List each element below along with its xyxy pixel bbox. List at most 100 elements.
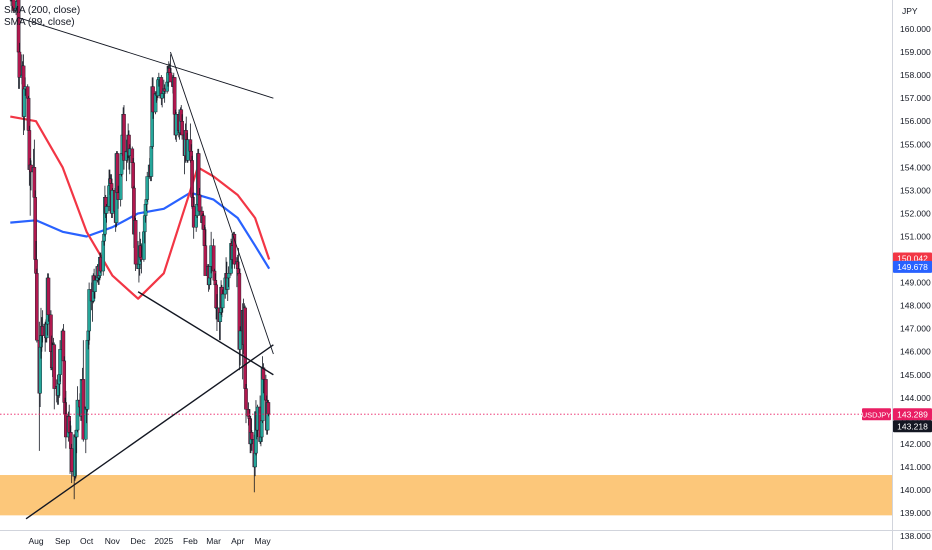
y-tick-label: 154.000 [900, 162, 931, 172]
candle [122, 105, 126, 170]
y-tick-label: 151.000 [900, 231, 931, 241]
candle-body [93, 280, 97, 292]
x-tick-label: Sep [55, 536, 70, 546]
candle-body [172, 77, 177, 115]
candle [10, 0, 12, 6]
candle-body [180, 120, 184, 136]
candle-body [133, 220, 138, 265]
candle-body [243, 307, 247, 389]
candle [52, 342, 57, 410]
moving-averages-layer [10, 115, 271, 300]
candle-body [220, 293, 225, 309]
candle [35, 268, 39, 343]
sma89-line [10, 115, 271, 300]
trendline-upper-channel [17, 17, 274, 99]
y-tick-label: 157.000 [900, 93, 931, 103]
time-axis[interactable]: Aug Sep Oct Nov Dec 2025 Feb Mar Apr May [0, 530, 932, 547]
candle-body [203, 245, 208, 276]
y-tick-label: 158.000 [900, 70, 931, 80]
candle-body [17, 51, 22, 78]
candle-body [122, 114, 126, 161]
currency-label: JPY [902, 6, 918, 16]
last-price-tag-text: 143.289 [897, 409, 928, 419]
candle-body [238, 330, 242, 350]
candle [266, 400, 271, 417]
last-price-tag-box [893, 408, 932, 421]
y-tick-label: 145.000 [900, 370, 931, 380]
x-tick-label: Apr [231, 536, 244, 546]
close-price-tag-box [893, 420, 932, 433]
candle-body [266, 402, 271, 415]
candle-body [52, 344, 57, 389]
candle-body [244, 388, 248, 410]
sma200-price-tag-text: 149.678 [897, 262, 928, 272]
y-tick-label: 144.000 [900, 393, 931, 403]
last-price-tag: 143.289 [893, 408, 932, 421]
x-tick-label: Aug [28, 536, 43, 546]
candle [58, 340, 62, 382]
y-tick-label: 140.000 [900, 485, 931, 495]
y-tick-label: 149.000 [900, 278, 931, 288]
candle [133, 218, 138, 272]
candle-body [226, 273, 231, 279]
candle [62, 356, 67, 405]
candle [104, 204, 109, 223]
trendline-falling-resistance [170, 51, 274, 355]
candle-body [168, 72, 173, 83]
candle [232, 231, 237, 269]
candle-body [46, 277, 51, 316]
y-tick-label: 160.000 [900, 24, 931, 34]
candle-body [58, 349, 62, 375]
candle [211, 238, 216, 274]
candle [180, 114, 184, 140]
candle-body [160, 93, 164, 99]
close-price-tag-text: 143.218 [897, 421, 928, 431]
candle-body [197, 194, 202, 212]
sma200-price-tag-box [893, 260, 932, 273]
candle [220, 289, 225, 313]
candle-body [145, 176, 150, 200]
x-tick-label: Nov [105, 536, 121, 546]
candle [197, 188, 202, 216]
x-tick-label: Oct [80, 536, 94, 546]
price-axis[interactable]: JPY 160.000 159.000 158.000 157.000 156.000 1… [892, 0, 931, 550]
y-tick-label: 141.000 [900, 462, 931, 472]
candle [46, 273, 51, 322]
candle-body [35, 273, 39, 341]
candle-body [249, 432, 254, 440]
y-tick-label: 155.000 [900, 139, 931, 149]
y-tick-label: 148.000 [900, 301, 931, 311]
symbol-tag: USDJPY [862, 408, 891, 421]
sma89-price-tag-text: 150.042 [897, 254, 928, 264]
legend-sma200[interactable]: SMA (200, close) [4, 5, 81, 16]
candle-body [118, 174, 123, 200]
y-tick-label: 146.000 [900, 347, 931, 357]
candle-body [69, 448, 74, 472]
candle-body [87, 289, 91, 332]
y-tick-label: 138.000 [900, 531, 931, 541]
candle [85, 339, 90, 412]
support-zone [0, 475, 892, 516]
candle-body [149, 146, 154, 177]
indicator-legend: SMA (200, close) SMA (89, close) [4, 5, 80, 29]
support-zone-layer [0, 475, 892, 516]
sma200-price-tag: 149.678 [893, 260, 932, 273]
candle [87, 282, 91, 345]
x-tick-label: 2025 [154, 536, 173, 546]
candle-body [232, 233, 237, 265]
candle [244, 383, 248, 424]
trendlines-layer [0, 17, 892, 520]
candle-body [26, 97, 31, 131]
candles-layer [9, 0, 271, 500]
y-tick-label: 156.000 [900, 116, 931, 126]
candle [17, 42, 22, 89]
symbol-tag-box [862, 408, 891, 421]
x-tick-label: May [255, 536, 272, 546]
trendline-falling-neckline [137, 291, 274, 376]
candle [75, 386, 80, 433]
y-tick-label: 139.000 [900, 508, 931, 518]
candle [145, 171, 150, 202]
legend-sma89[interactable]: SMA (89, close) [4, 17, 75, 28]
